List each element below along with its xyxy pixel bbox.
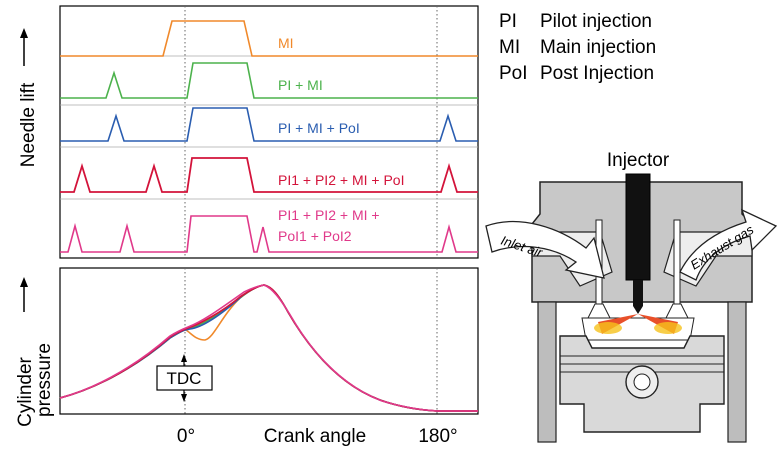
x-label-crank-angle: Crank angle bbox=[264, 426, 366, 447]
injector-tip bbox=[633, 306, 643, 314]
trace-mi bbox=[60, 20, 478, 57]
pressure-curve-pi-mi bbox=[59, 284, 478, 412]
trace-pi1-pi2-mi-poi-label: PI1 + PI2 + MI + PoI bbox=[278, 172, 404, 188]
cylinder-label: Cylinder bbox=[15, 356, 36, 426]
trace-pi1-pi2-mi-poi bbox=[60, 157, 478, 193]
trace-5-label-line1: PI1 + PI2 + MI + bbox=[278, 207, 380, 223]
legend-abbr-poi: PoI bbox=[499, 63, 528, 84]
pressure-curve-mi bbox=[59, 284, 478, 412]
legend-text-poi: Post Injection bbox=[540, 63, 654, 84]
cylinder-wall-right bbox=[727, 301, 747, 443]
x-label-180: 180° bbox=[418, 426, 457, 447]
pressure-curve-pi-mi-poi bbox=[59, 284, 478, 412]
needle-lift-label: Needle lift bbox=[18, 82, 39, 167]
cylinder-pressure-arrow-head bbox=[20, 277, 28, 287]
needle-lift-panel bbox=[59, 5, 479, 259]
trace-mi-label: MI bbox=[278, 35, 294, 51]
trace-pi-mi-poi bbox=[60, 107, 478, 142]
pressure-curve-pi1-pi2-mi-poi1-poi2 bbox=[59, 284, 478, 412]
tdc-label: TDC bbox=[167, 369, 202, 388]
injector-label: Injector bbox=[607, 150, 670, 171]
tdc-arrow-down bbox=[181, 394, 187, 402]
legend-abbr-pi: PI bbox=[499, 11, 517, 32]
tdc-box bbox=[156, 365, 213, 391]
flame-glow-right bbox=[654, 322, 682, 334]
needle-lift-arrow-head bbox=[20, 28, 28, 38]
x-label-zero: 0° bbox=[177, 426, 195, 447]
cylinder-pressure-panel bbox=[59, 267, 479, 415]
legend-text-pi: Pilot injection bbox=[540, 11, 652, 32]
trace-pi1-pi2-mi-poi1-poi2 bbox=[60, 215, 478, 253]
inlet-valve-head bbox=[587, 303, 611, 319]
pressure-label: pressure bbox=[34, 343, 55, 417]
trace-5-label-line2: PoI1 + PoI2 bbox=[278, 228, 352, 244]
flame-glow-left bbox=[594, 322, 622, 334]
cylinder-wall-left bbox=[537, 301, 557, 443]
trace-pi-mi-label: PI + MI bbox=[278, 77, 323, 93]
trace-pi-mi bbox=[60, 62, 478, 99]
exhaust-gas-arrow bbox=[679, 208, 778, 281]
exhaust-valve-head bbox=[665, 303, 689, 319]
pressure-curve-pi1-pi2-mi-poi bbox=[59, 284, 478, 412]
inlet-air-arrow bbox=[485, 220, 605, 279]
trace-pi-mi-poi-label: PI + MI + PoI bbox=[278, 120, 360, 136]
tdc-arrow-up bbox=[181, 354, 187, 362]
injector-nozzle bbox=[633, 280, 643, 306]
legend-text-mi: Main injection bbox=[540, 37, 656, 58]
exhaust-valve-stem bbox=[673, 219, 681, 305]
engine-diagram: Injector Inlet air bbox=[485, 150, 778, 443]
legend-abbr-mi: MI bbox=[499, 37, 520, 58]
piston-pin-inner bbox=[633, 373, 651, 391]
injector-body bbox=[625, 173, 651, 281]
